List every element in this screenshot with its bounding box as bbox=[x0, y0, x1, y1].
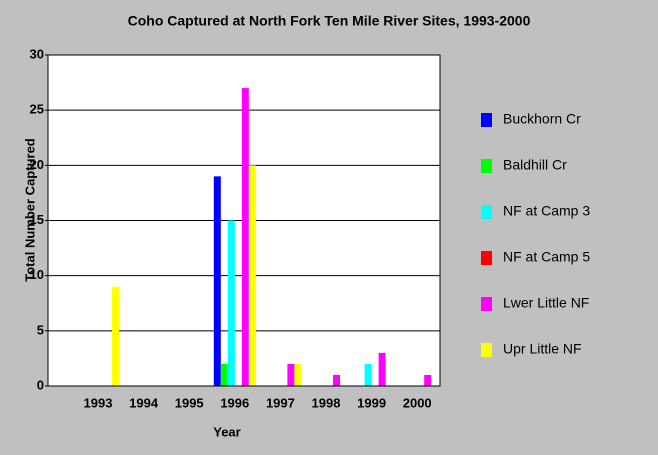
legend-label: Buckhorn Cr bbox=[503, 111, 581, 127]
y-tick-label: 0 bbox=[37, 377, 44, 392]
chart-title: Coho Captured at North Fork Ten Mile Riv… bbox=[128, 13, 531, 29]
x-tick-label: 1997 bbox=[266, 395, 295, 410]
bar bbox=[364, 363, 372, 386]
y-tick-label: 25 bbox=[30, 102, 44, 117]
x-tick-label: 1995 bbox=[175, 395, 204, 410]
x-tick-label: 2000 bbox=[403, 395, 432, 410]
bar bbox=[287, 363, 295, 386]
y-tick-label: 20 bbox=[30, 157, 44, 172]
x-tick-label: 1993 bbox=[84, 395, 113, 410]
y-tick-label: 30 bbox=[30, 46, 44, 61]
legend-label: NF at Camp 3 bbox=[503, 203, 590, 219]
bar bbox=[241, 88, 249, 386]
bar bbox=[213, 176, 221, 386]
y-tick-label: 10 bbox=[30, 267, 44, 282]
legend-swatch bbox=[481, 297, 492, 311]
legend-swatch bbox=[481, 205, 492, 219]
bar bbox=[248, 165, 256, 386]
x-tick-label: 1996 bbox=[220, 395, 249, 410]
x-axis-label: Year bbox=[213, 424, 240, 439]
x-tick-label: 1994 bbox=[129, 395, 159, 410]
legend-swatch bbox=[481, 251, 492, 265]
bar bbox=[227, 220, 235, 386]
bar bbox=[424, 374, 432, 386]
legend-label: Baldhill Cr bbox=[503, 157, 567, 173]
bar bbox=[333, 374, 340, 386]
legend-swatch bbox=[481, 159, 492, 173]
bar bbox=[378, 352, 386, 386]
legend-swatch bbox=[481, 343, 492, 357]
y-tick-label: 15 bbox=[30, 212, 44, 227]
bar bbox=[294, 363, 302, 386]
legend-label: NF at Camp 5 bbox=[503, 249, 590, 265]
legend-swatch bbox=[481, 113, 492, 127]
bar bbox=[220, 363, 228, 386]
bar bbox=[112, 286, 119, 386]
x-tick-label: 1999 bbox=[357, 395, 386, 410]
y-axis-label: Total Number Captured bbox=[22, 138, 37, 282]
y-tick-label: 5 bbox=[37, 322, 44, 337]
legend-label: Lwer Little NF bbox=[503, 295, 589, 311]
x-tick-label: 1998 bbox=[312, 395, 341, 410]
legend-label: Upr Little NF bbox=[503, 341, 582, 357]
